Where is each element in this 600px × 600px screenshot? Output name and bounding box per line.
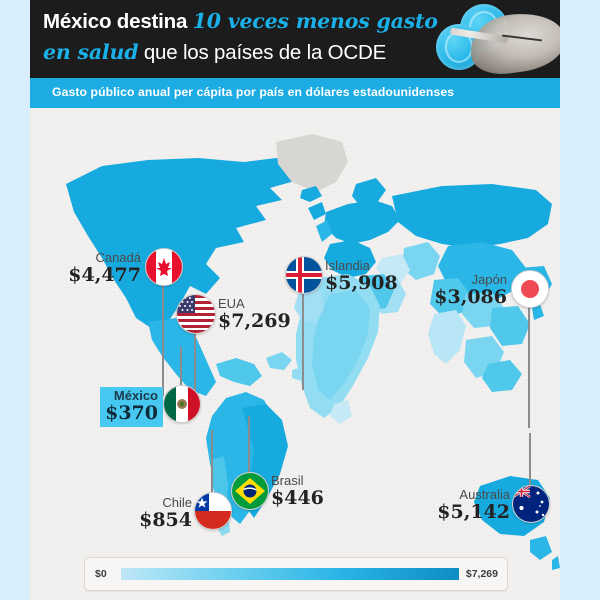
pin-line <box>529 433 531 485</box>
pin-line <box>162 284 164 396</box>
map-pin-japon[interactable]: Japón $3,086 <box>434 270 549 428</box>
pin-label-brasil: Brasil $446 <box>271 474 324 509</box>
flag-iceland-icon <box>285 256 323 294</box>
pin-line <box>211 430 213 492</box>
country-name: Islandia <box>325 258 370 273</box>
country-name: EUA <box>218 296 245 311</box>
pin-label-mexico: México $370 <box>100 387 163 427</box>
flag-mexico-icon <box>163 385 201 423</box>
title-part-bold: México destina <box>43 10 193 33</box>
pin-label-eua: EUA $7,269 <box>218 297 291 332</box>
map-pin-brasil[interactable]: Brasil $446 <box>231 416 324 510</box>
infographic-poster: México destina 10 veces menos gasto en s… <box>30 0 560 600</box>
world-map-area: Canadá $4,477 <box>30 108 560 600</box>
poster-header: México destina 10 veces menos gasto en s… <box>30 0 560 78</box>
country-value: $7,269 <box>218 309 291 332</box>
legend-max-label: $7,269 <box>465 568 498 580</box>
flag-chile-icon <box>194 492 232 530</box>
pin-line <box>302 292 304 390</box>
country-value: $4,477 <box>68 263 141 286</box>
subtitle-bar: Gasto público anual per cápita por país … <box>30 78 560 108</box>
country-name: Australia <box>459 487 510 502</box>
country-name: Canadá <box>95 250 141 265</box>
pin-line <box>528 306 530 428</box>
country-value: $370 <box>105 401 158 424</box>
map-pin-islandia[interactable]: Islandia $5,908 <box>285 256 398 390</box>
country-name: México <box>113 388 158 403</box>
country-name: Japón <box>471 272 507 287</box>
country-value: $854 <box>139 508 192 531</box>
pin-label-japon: Japón $3,086 <box>434 273 507 308</box>
title-line-2: en salud que los países de la OCDE <box>43 37 443 68</box>
country-value: $5,908 <box>325 271 398 294</box>
pin-line <box>248 416 250 472</box>
legend-min-label: $0 <box>95 568 107 580</box>
world-map <box>66 134 560 570</box>
flag-brazil-icon <box>231 472 269 510</box>
pin-label-canada: Canadá $4,477 <box>68 251 141 286</box>
map-pin-mexico[interactable]: México $370 <box>100 347 201 427</box>
pin-line <box>180 347 182 385</box>
flag-japan-icon <box>511 270 549 308</box>
country-value: $5,142 <box>437 500 510 523</box>
poster-title: México destina 10 veces menos gasto en s… <box>43 6 443 68</box>
map-pin-eua[interactable]: EUA $7,269 <box>176 294 291 404</box>
subtitle-text: Gasto público anual per cápita por país … <box>52 85 455 99</box>
pin-label-australia: Australia $5,142 <box>437 488 510 523</box>
title-part-emphasis-2: en salud <box>43 40 139 64</box>
legend-scale: $0 $7,269 <box>84 557 508 591</box>
title-part-regular: que los países de la OCDE <box>138 41 387 64</box>
pin-label-chile: Chile $854 <box>139 496 192 531</box>
title-line-1: México destina 10 veces menos gasto <box>43 6 443 37</box>
country-name: Chile <box>162 495 192 510</box>
country-value: $3,086 <box>434 285 507 308</box>
country-name: Brasil <box>271 473 304 488</box>
pin-line <box>194 332 196 404</box>
map-pin-australia[interactable]: Australia $5,142 <box>437 433 550 523</box>
map-pin-canada[interactable]: Canadá $4,477 <box>68 248 183 396</box>
flag-canada-icon <box>145 248 183 286</box>
map-pin-chile[interactable]: Chile $854 <box>139 430 232 530</box>
legend-gradient-bar <box>121 568 459 580</box>
flag-australia-icon <box>512 485 550 523</box>
flag-usa-icon <box>176 294 216 334</box>
title-part-emphasis: 10 veces menos gasto <box>192 9 438 33</box>
syringe-and-vials-photo <box>430 0 560 78</box>
pin-label-islandia: Islandia $5,908 <box>325 259 398 294</box>
country-value: $446 <box>271 486 324 509</box>
